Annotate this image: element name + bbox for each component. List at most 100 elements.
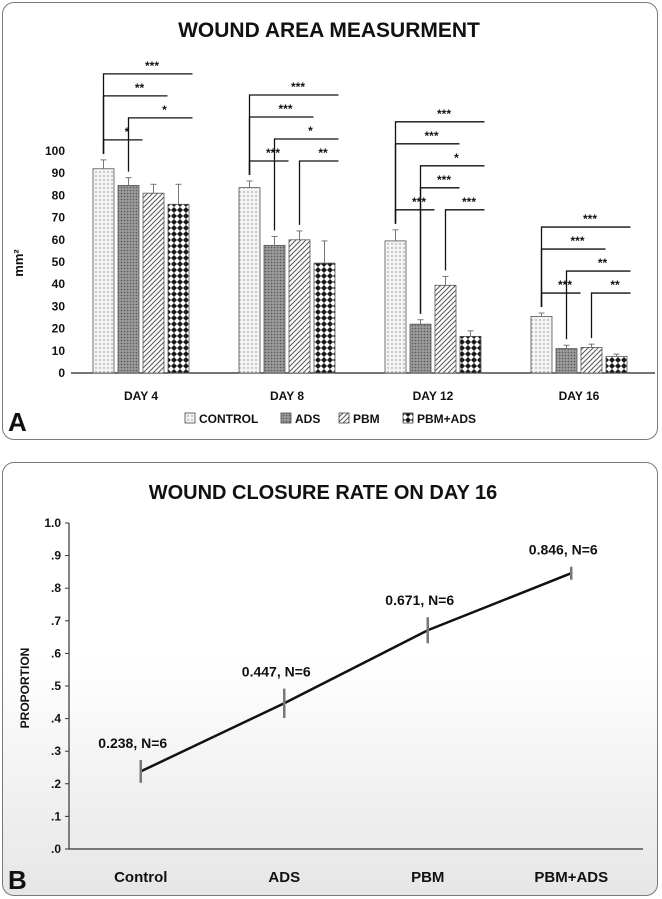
x-tick-label: PBM (411, 869, 444, 886)
significance-bracket (540, 226, 631, 308)
significance-bracket (127, 117, 193, 172)
y-tick-label: .4 (51, 712, 61, 726)
y-tick-label: 70 (52, 211, 66, 225)
legend-label: ADS (295, 412, 320, 426)
x-tick-label: DAY 12 (413, 389, 454, 403)
significance-bracket (419, 165, 485, 314)
bar (288, 239, 311, 374)
chart-b-y-label: PROPORTION (18, 648, 32, 729)
significance-label: * (454, 151, 459, 165)
y-tick-label: .6 (51, 646, 61, 660)
y-tick-label: .9 (51, 549, 61, 563)
y-tick-label: .1 (51, 809, 61, 823)
panel-a-letter: A (8, 407, 27, 437)
chart-a-title: WOUND AREA MEASURMENT (178, 19, 480, 42)
significance-label: ** (598, 256, 608, 270)
significance-label: * (125, 125, 130, 139)
y-tick-label: .2 (51, 777, 61, 791)
significance-label: *** (558, 278, 572, 292)
legend-label: CONTROL (199, 412, 258, 426)
legend-swatch (402, 412, 414, 424)
bar (238, 187, 261, 374)
significance-label: *** (278, 102, 292, 116)
significance-label: *** (437, 173, 451, 187)
bar (459, 335, 482, 374)
y-tick-label: .0 (51, 842, 61, 856)
y-tick-label: 0 (58, 366, 65, 380)
significance-label: ** (610, 278, 620, 292)
bar (142, 192, 165, 374)
x-tick-label: DAY 4 (124, 389, 158, 403)
significance-label: *** (291, 80, 305, 94)
data-label: 0.447, N=6 (242, 664, 311, 680)
data-label: 0.238, N=6 (98, 735, 167, 751)
bar (384, 240, 407, 374)
data-label: 0.846, N=6 (529, 542, 598, 558)
closure-rate-chart: WOUND CLOSURE RATE ON DAY 16 B PROPORTION.… (8, 482, 643, 895)
significance-bracket (102, 139, 143, 154)
significance-bracket (590, 292, 631, 339)
series-line (140, 572, 572, 773)
bar (530, 315, 553, 374)
bar (555, 348, 578, 374)
x-tick-label: DAY 16 (559, 389, 600, 403)
y-tick-label: 1.0 (44, 516, 61, 530)
y-tick-label: 60 (52, 233, 66, 247)
bar (605, 355, 628, 374)
significance-label: *** (424, 129, 438, 143)
significance-bracket (248, 116, 314, 175)
y-tick-label: 90 (52, 166, 66, 180)
y-tick-label: .8 (51, 581, 61, 595)
bar (117, 185, 140, 374)
bar (92, 168, 115, 374)
significance-bracket (248, 94, 339, 175)
significance-label: * (308, 124, 313, 138)
significance-bracket (102, 95, 168, 154)
significance-label: *** (437, 107, 451, 121)
significance-bracket (248, 160, 289, 175)
significance-bracket (298, 160, 339, 225)
significance-label: *** (412, 195, 426, 209)
y-tick-label: 40 (52, 277, 66, 291)
significance-label: *** (145, 59, 159, 73)
panel-b: WOUND CLOSURE RATE ON DAY 16 B PROPORTION.… (2, 462, 658, 896)
legend-label: PBM (353, 412, 380, 426)
panel-b-letter: B (8, 865, 27, 895)
significance-label: *** (462, 195, 476, 209)
legend-swatch (338, 412, 350, 424)
bar (167, 203, 190, 374)
x-tick-label: PBM+ADS (534, 869, 608, 886)
y-tick-label: .7 (51, 614, 61, 628)
bar (313, 262, 336, 374)
y-tick-label: 30 (52, 299, 66, 313)
significance-label: *** (583, 212, 597, 226)
significance-bracket (394, 121, 485, 224)
legend-swatch (184, 412, 196, 424)
significance-label: *** (570, 234, 584, 248)
significance-bracket (444, 209, 485, 271)
significance-bracket (540, 292, 581, 308)
significance-bracket (540, 248, 606, 308)
chart-b-title: WOUND CLOSURE RATE ON DAY 16 (149, 482, 498, 504)
legend-label: PBM+ADS (417, 412, 476, 426)
bar (580, 347, 603, 374)
x-tick-label: ADS (268, 869, 300, 886)
bar (434, 284, 457, 374)
y-tick-label: .3 (51, 744, 61, 758)
significance-bracket (273, 138, 339, 231)
significance-bracket (565, 270, 631, 340)
significance-bracket (394, 209, 435, 224)
significance-bracket (102, 73, 193, 154)
y-tick-label: 50 (52, 255, 66, 269)
significance-label: ** (135, 81, 145, 95)
chart-a-y-label: mm² (11, 249, 26, 277)
significance-label: ** (318, 146, 328, 160)
x-tick-label: DAY 8 (270, 389, 304, 403)
legend-swatch (280, 412, 292, 424)
significance-label: * (162, 103, 167, 117)
bar (263, 244, 286, 374)
y-tick-label: .5 (51, 679, 61, 693)
bar (409, 323, 432, 374)
